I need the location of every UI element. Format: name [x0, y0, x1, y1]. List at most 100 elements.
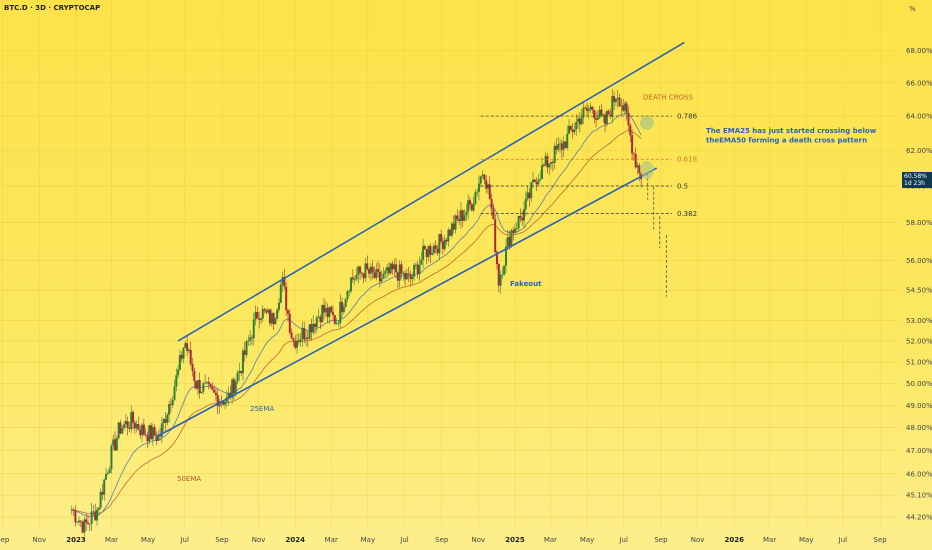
candle-body — [87, 522, 90, 524]
y-tick-label: 48.00% — [906, 424, 932, 432]
candle-body — [227, 393, 230, 398]
candle-body — [196, 379, 199, 389]
candle-body — [402, 272, 405, 274]
candle-body — [328, 306, 331, 318]
candle-body — [245, 341, 248, 356]
candle-body — [512, 230, 515, 233]
candle-body — [497, 264, 500, 286]
candle-body — [506, 237, 509, 247]
candle-body — [74, 510, 77, 523]
candle-body — [366, 263, 369, 270]
candle-body — [546, 156, 549, 168]
death-cross-note-line1: The EMA25 has just started crossing belo… — [706, 127, 877, 135]
candle-body — [240, 370, 243, 374]
candle-body — [468, 200, 471, 205]
candle-body — [632, 153, 635, 155]
candle-body — [492, 208, 495, 220]
candle-body — [584, 107, 587, 109]
candle-body — [378, 271, 381, 282]
current-price-value: 60.58% — [904, 173, 927, 180]
candle-body — [267, 309, 270, 313]
candle-body — [321, 305, 324, 323]
candle-body — [112, 439, 115, 446]
y-axis: 44.20% 45.10% 46.00% 47.00% 48.00% 49.00% 50.0… — [906, 47, 932, 522]
candle-body — [249, 337, 252, 341]
candle-body — [276, 309, 279, 319]
candle-body — [445, 239, 448, 242]
candle-body — [443, 239, 446, 250]
y-tick-label: 51.00% — [906, 359, 932, 367]
candle-body — [432, 245, 435, 254]
candle-body — [184, 343, 187, 348]
channel-lines — [156, 41, 685, 438]
candle-body — [593, 109, 596, 119]
candle-body — [360, 272, 363, 274]
ticker-title: BTC.D · 3D · CRYPTOCAP — [4, 4, 101, 12]
x-tick-label: Sep — [654, 536, 668, 544]
candle-body — [422, 245, 425, 260]
channel-upper-line — [177, 41, 685, 342]
candle-body — [434, 245, 437, 249]
candle-body — [517, 215, 520, 229]
x-tick-label: 2024 — [285, 536, 305, 544]
candle-body — [405, 273, 408, 280]
candle-body — [474, 192, 477, 204]
candle-body — [301, 328, 304, 340]
candle-body — [461, 210, 464, 221]
candle-body — [636, 165, 639, 168]
candle-body — [395, 264, 398, 273]
x-tick-label: Sep — [0, 536, 10, 544]
candle-body — [587, 109, 590, 111]
x-tick-label: Sep — [874, 536, 888, 544]
candle-body — [263, 309, 266, 311]
candle-body — [294, 340, 297, 348]
x-tick-label: 2026 — [724, 536, 744, 544]
candle-body — [126, 421, 129, 428]
candle-body — [252, 319, 255, 339]
candle-body — [250, 337, 253, 339]
candle-body — [560, 143, 563, 150]
candle-body — [609, 114, 612, 117]
x-tick-label: May — [141, 536, 155, 544]
candle-body — [371, 266, 374, 273]
candle-body — [391, 263, 394, 270]
candle-body — [335, 323, 338, 324]
candle-body — [589, 106, 592, 110]
candle-body — [292, 338, 295, 341]
candle-body — [582, 107, 585, 118]
candle-body — [337, 323, 340, 324]
candle-body — [214, 392, 217, 396]
candle-body — [216, 395, 219, 407]
candle-body — [310, 324, 313, 333]
candle-body — [414, 264, 417, 266]
candle-body — [83, 519, 86, 533]
candle-body — [559, 143, 562, 145]
candle-body — [323, 305, 326, 313]
candle-body — [306, 337, 309, 339]
y-tick-label: 45.10% — [906, 492, 932, 500]
candle-body — [135, 423, 138, 429]
candle-body — [384, 270, 387, 274]
y-tick-label: 58.00% — [906, 219, 932, 227]
candle-body — [551, 162, 554, 163]
candle-body — [324, 308, 327, 313]
x-tick-label: Jul — [838, 536, 848, 544]
candle-body — [270, 313, 273, 324]
candle-body — [470, 204, 473, 211]
x-tick-label: Mar — [544, 536, 557, 544]
candle-body — [308, 324, 311, 339]
candle-body — [638, 165, 641, 174]
x-tick-label: Jul — [618, 536, 628, 544]
candle-body — [139, 429, 142, 436]
candle-body — [169, 404, 172, 406]
percent-scale-toggle[interactable]: % — [909, 5, 916, 13]
candle-body — [510, 230, 513, 247]
fib-label: 0.382 — [677, 210, 697, 218]
candle-body — [231, 379, 234, 398]
candle-body — [133, 422, 136, 429]
candle-body — [622, 105, 625, 111]
candle-body — [486, 184, 489, 189]
x-tick-label: 2023 — [66, 536, 86, 544]
candle-body — [285, 286, 288, 311]
